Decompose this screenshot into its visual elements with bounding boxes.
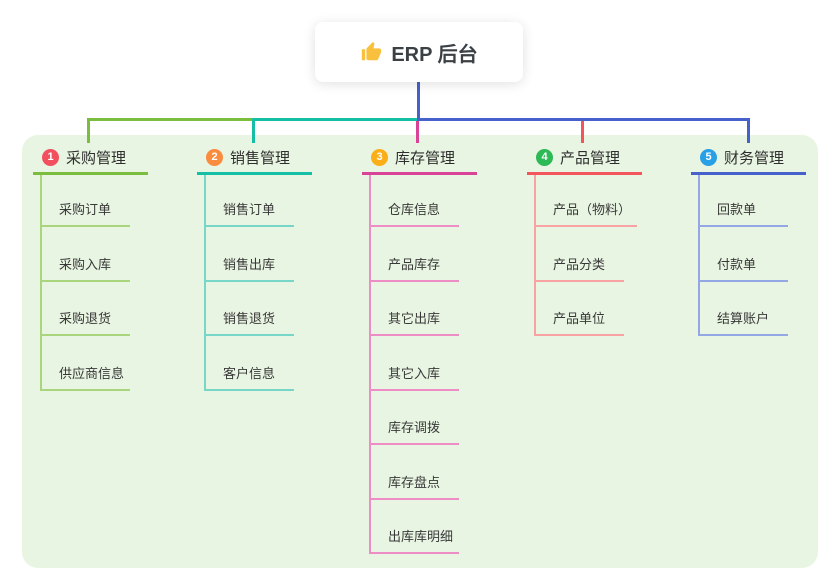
branch-purchase: 1 采购管理 采购订单 采购入库 采购退货 供应商信息 (33, 142, 148, 391)
root-title: ERP 后台 (391, 43, 478, 66)
branch-inventory: 3 库存管理 仓库信息 产品库存 其它出库 其它入库 库存调拨 库存盘点 出库库… (362, 142, 477, 554)
branch-number-badge: 4 (536, 148, 553, 166)
child-node-customer-info[interactable]: 客户信息 (206, 336, 294, 391)
branch-number-badge: 2 (206, 148, 223, 166)
branch-title-purchase[interactable]: 1 采购管理 (33, 142, 148, 175)
child-node-product-stock[interactable]: 产品库存 (371, 227, 459, 282)
child-node-sales-return[interactable]: 销售退货 (206, 282, 294, 336)
branch-product: 4 产品管理 产品（物料） 产品分类 产品单位 (527, 142, 642, 336)
child-node-other-inbound[interactable]: 其它入库 (371, 336, 459, 391)
child-node-purchase-inbound[interactable]: 采购入库 (42, 227, 130, 282)
connector-drop-finance (747, 118, 750, 143)
child-node-sales-outbound[interactable]: 销售出库 (206, 227, 294, 282)
branch-finance: 5 财务管理 回款单 付款单 结算账户 (691, 142, 806, 336)
branch-title-label: 产品管理 (560, 149, 621, 167)
child-node-stock-taking[interactable]: 库存盘点 (371, 445, 459, 500)
connector-drop-purchase (87, 118, 90, 143)
child-node-product-unit[interactable]: 产品单位 (536, 282, 624, 336)
connector-drop-product (581, 121, 584, 143)
child-node-receipt-doc[interactable]: 回款单 (700, 175, 788, 227)
branch-title-inventory[interactable]: 3 库存管理 (362, 142, 477, 175)
branch-title-label: 财务管理 (724, 149, 785, 167)
branch-title-product[interactable]: 4 产品管理 (527, 142, 642, 175)
branch-title-sales[interactable]: 2 销售管理 (197, 142, 312, 175)
branch-children: 产品（物料） 产品分类 产品单位 (534, 175, 638, 336)
connector-bus-sales (254, 118, 417, 121)
child-node-purchase-return[interactable]: 采购退货 (42, 282, 130, 336)
branch-number-badge: 5 (700, 148, 717, 166)
root-node[interactable]: ERP 后台 (315, 22, 523, 82)
connector-root-vertical (417, 82, 420, 121)
child-node-product-category[interactable]: 产品分类 (536, 227, 624, 282)
branch-title-label: 采购管理 (66, 149, 127, 167)
branches-group-background (22, 135, 818, 568)
child-node-settlement-account[interactable]: 结算账户 (700, 282, 788, 336)
child-node-inout-detail[interactable]: 出库库明细 (371, 500, 460, 554)
branch-title-label: 销售管理 (230, 149, 291, 167)
branch-children: 回款单 付款单 结算账户 (698, 175, 788, 336)
branch-number-badge: 3 (371, 148, 388, 166)
branch-number-badge: 1 (42, 148, 59, 166)
child-node-supplier-info[interactable]: 供应商信息 (42, 336, 131, 391)
child-node-product-material[interactable]: 产品（物料） (536, 175, 638, 227)
child-node-warehouse-info[interactable]: 仓库信息 (371, 175, 459, 227)
connector-drop-inventory (416, 121, 419, 143)
branch-title-label: 库存管理 (395, 149, 456, 167)
connector-bus-finance (417, 118, 750, 121)
connector-drop-sales (252, 118, 255, 143)
child-node-purchase-order[interactable]: 采购订单 (42, 175, 130, 227)
branch-sales: 2 销售管理 销售订单 销售出库 销售退货 客户信息 (197, 142, 312, 391)
child-node-stock-transfer[interactable]: 库存调拨 (371, 391, 459, 445)
child-node-other-outbound[interactable]: 其它出库 (371, 282, 459, 336)
branch-children: 销售订单 销售出库 销售退货 客户信息 (204, 175, 294, 391)
thumbs-up-icon (362, 41, 382, 61)
connector-bus-purchase (87, 118, 254, 121)
branch-title-finance[interactable]: 5 财务管理 (691, 142, 806, 175)
branch-children: 仓库信息 产品库存 其它出库 其它入库 库存调拨 库存盘点 出库库明细 (369, 175, 460, 554)
branch-children: 采购订单 采购入库 采购退货 供应商信息 (40, 175, 131, 391)
child-node-sales-order[interactable]: 销售订单 (206, 175, 294, 227)
child-node-payment-doc[interactable]: 付款单 (700, 227, 788, 282)
